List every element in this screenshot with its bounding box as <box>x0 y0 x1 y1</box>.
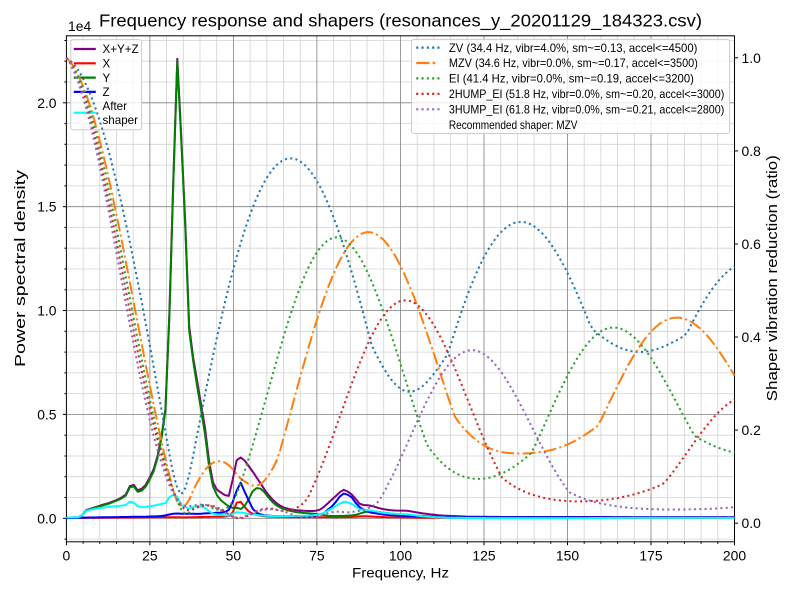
svg-text:150: 150 <box>556 547 579 563</box>
svg-text:125: 125 <box>472 547 495 563</box>
svg-text:Power spectral density: Power spectral density <box>12 169 29 367</box>
svg-text:0.4: 0.4 <box>742 329 762 345</box>
svg-text:0: 0 <box>63 547 71 563</box>
svg-text:3HUMP_EI (61.8 Hz, vibr=0.0%,: 3HUMP_EI (61.8 Hz, vibr=0.0%, sm~=0.21, … <box>449 104 725 117</box>
svg-text:100: 100 <box>389 547 412 563</box>
svg-text:1.0: 1.0 <box>37 303 57 319</box>
svg-text:Y: Y <box>103 72 111 85</box>
svg-text:X+Y+Z: X+Y+Z <box>103 43 139 56</box>
svg-text:X: X <box>103 58 111 71</box>
svg-text:EI (41.4 Hz, vibr=0.0%, sm~=0.: EI (41.4 Hz, vibr=0.0%, sm~=0.19, accel<… <box>449 73 694 86</box>
svg-text:0.2: 0.2 <box>742 422 762 438</box>
svg-text:Z: Z <box>103 86 110 99</box>
svg-text:Frequency response and shapers: Frequency response and shapers (resonanc… <box>99 11 702 31</box>
svg-text:0.0: 0.0 <box>742 515 762 531</box>
svg-text:shaper: shaper <box>103 114 139 127</box>
svg-text:0.5: 0.5 <box>37 406 57 422</box>
svg-text:Shaper vibration reduction (ra: Shaper vibration reduction (ratio) <box>764 155 781 401</box>
svg-text:MZV (34.6 Hz, vibr=0.0%, sm~=0: MZV (34.6 Hz, vibr=0.0%, sm~=0.17, accel… <box>449 57 698 70</box>
svg-text:2HUMP_EI (51.8 Hz, vibr=0.0%,: 2HUMP_EI (51.8 Hz, vibr=0.0%, sm~=0.20, … <box>449 88 725 101</box>
svg-text:25: 25 <box>142 547 158 563</box>
svg-text:ZV (34.4 Hz, vibr=4.0%, sm~=0.: ZV (34.4 Hz, vibr=4.0%, sm~=0.13, accel<… <box>449 42 698 55</box>
svg-text:75: 75 <box>309 547 325 563</box>
svg-text:200: 200 <box>723 547 746 563</box>
svg-text:1.5: 1.5 <box>37 199 57 215</box>
svg-text:0.0: 0.0 <box>37 510 57 526</box>
svg-text:1e4: 1e4 <box>68 18 91 34</box>
svg-text:50: 50 <box>226 547 242 563</box>
svg-text:0.8: 0.8 <box>742 143 762 159</box>
svg-text:1.0: 1.0 <box>742 50 762 66</box>
svg-text:2.0: 2.0 <box>37 95 57 111</box>
svg-text:0.6: 0.6 <box>742 236 762 252</box>
svg-text:Frequency, Hz: Frequency, Hz <box>352 565 449 581</box>
svg-text:Recommended shaper: MZV: Recommended shaper: MZV <box>449 119 578 132</box>
svg-text:175: 175 <box>639 547 662 563</box>
svg-text:After: After <box>103 100 128 113</box>
